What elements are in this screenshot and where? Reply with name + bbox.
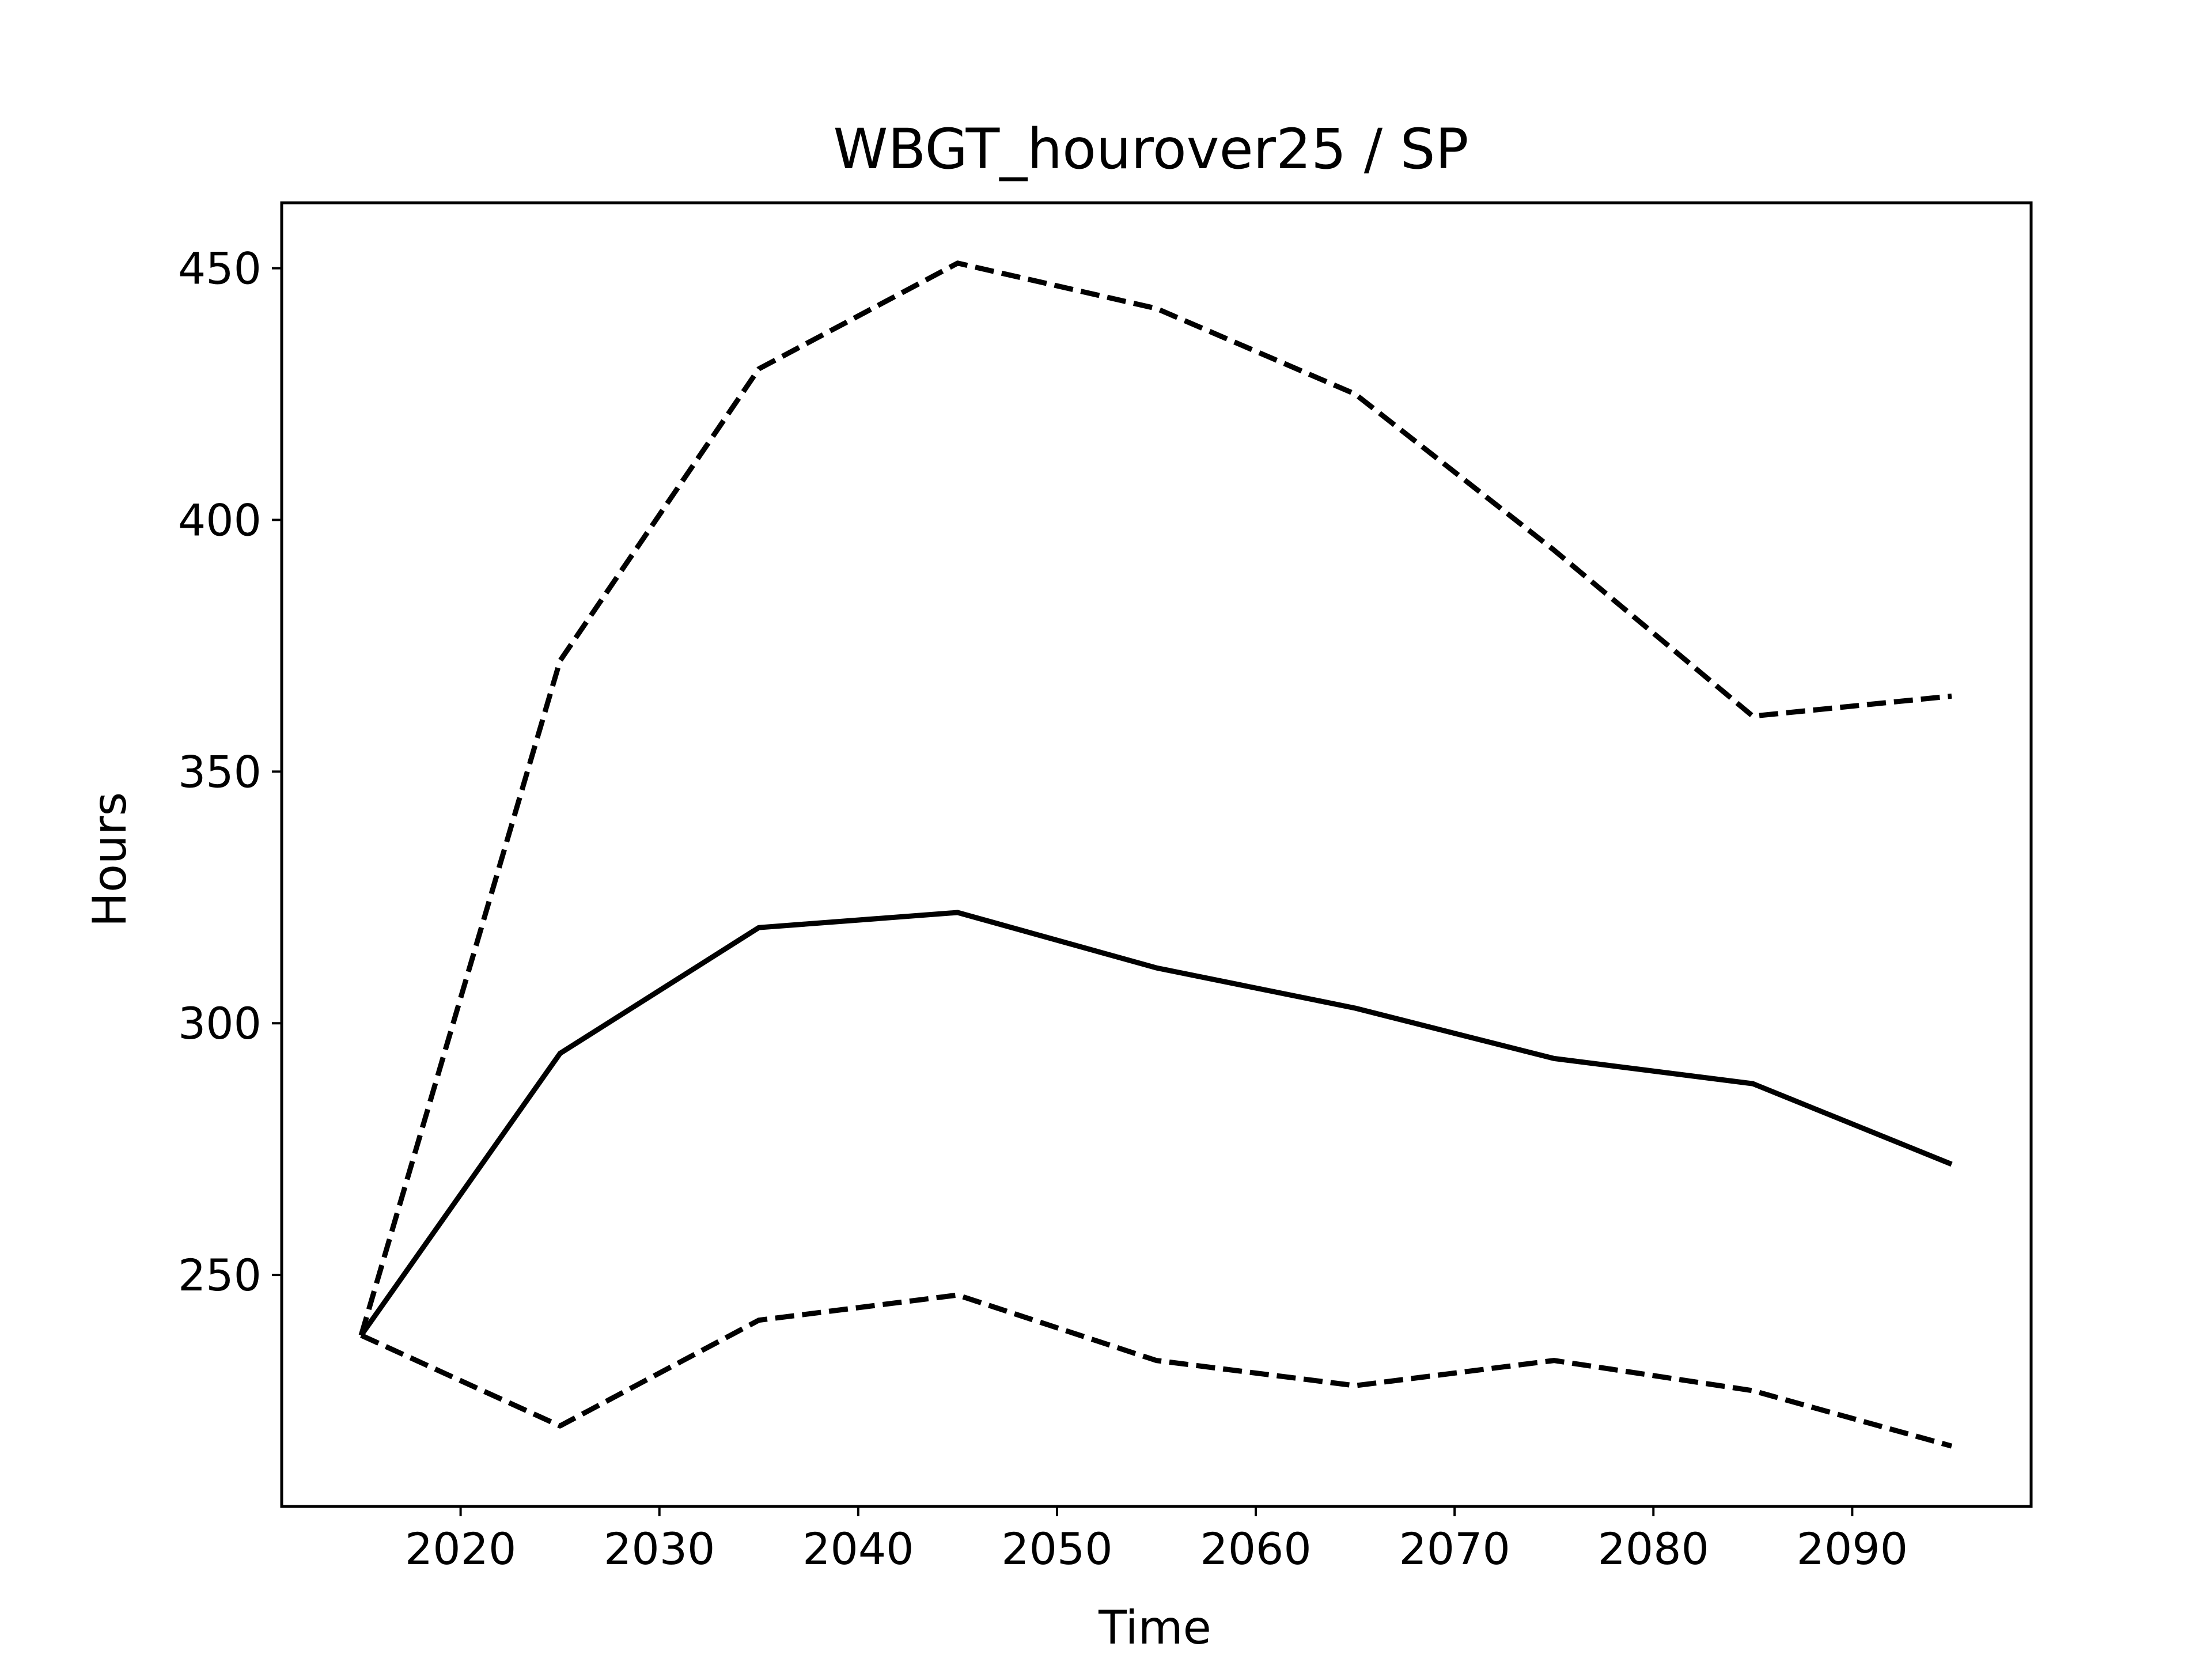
y-axis-label: Hours [83, 792, 137, 927]
y-tick-label: 400 [178, 494, 262, 546]
y-tick-label: 450 [178, 243, 262, 294]
y-axis: 250 300 350 400 450 [178, 243, 282, 1301]
x-tick-label: 2030 [604, 1523, 715, 1574]
x-axis-label: Time [1098, 1601, 1211, 1655]
x-tick-label: 2040 [802, 1523, 914, 1574]
chart-title: WBGT_hourover25 / SP [834, 117, 1469, 181]
x-axis: 2020 2030 2040 2050 2060 2070 2080 2090 [405, 1506, 1908, 1574]
plot-area [358, 260, 1953, 1449]
plot-frame [280, 201, 2033, 1508]
x-tick-label: 2070 [1399, 1523, 1510, 1574]
series-line-2 [359, 910, 1953, 1337]
series-line-3 [360, 1292, 1953, 1449]
y-tick-label: 250 [178, 1250, 262, 1301]
y-tick-label: 350 [178, 746, 262, 797]
y-tick-label: 300 [178, 998, 262, 1049]
x-tick-label: 2090 [1797, 1523, 1908, 1574]
x-tick-label: 2080 [1598, 1523, 1709, 1574]
x-tick-label: 2060 [1200, 1523, 1311, 1574]
x-tick-label: 2020 [405, 1523, 516, 1574]
series-line-1 [358, 260, 1952, 1337]
x-tick-label: 2050 [1001, 1523, 1112, 1574]
